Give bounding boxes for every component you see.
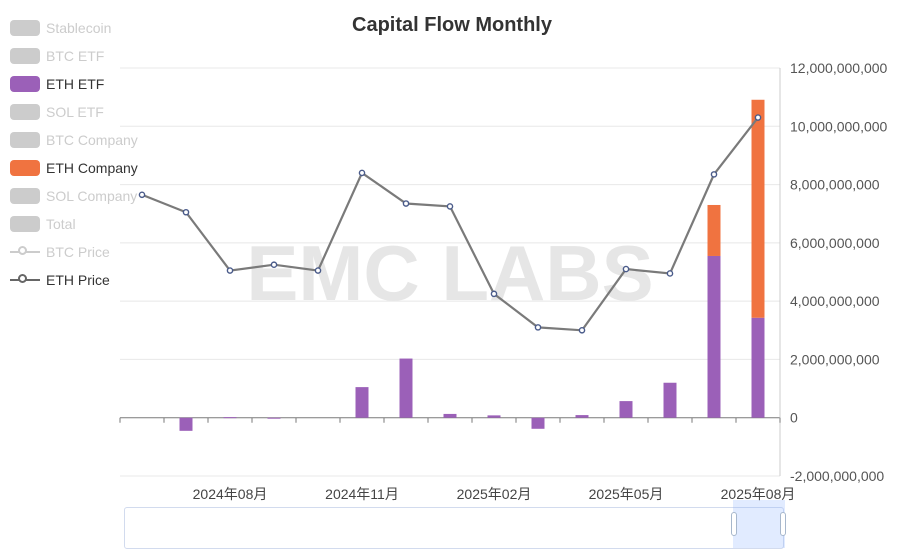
legend-swatch-icon bbox=[10, 216, 40, 232]
legend-swatch-icon bbox=[10, 132, 40, 148]
y-tick-label: 2,000,000,000 bbox=[790, 351, 880, 367]
price-point[interactable] bbox=[754, 114, 762, 121]
legend-item-eth-company[interactable]: ETH Company bbox=[10, 154, 170, 182]
y-tick-label: 10,000,000,000 bbox=[790, 118, 888, 134]
legend-label: ETH Price bbox=[46, 272, 110, 288]
data-zoom-slider[interactable] bbox=[124, 507, 784, 549]
legend: Stablecoin BTC ETF ETH ETF SOL ETF BTC Compa… bbox=[10, 14, 170, 294]
legend-item-total[interactable]: Total bbox=[10, 210, 170, 238]
legend-label: ETH Company bbox=[46, 160, 138, 176]
bar-eth-etf[interactable] bbox=[399, 358, 413, 418]
y-tick-label: 6,000,000,000 bbox=[790, 235, 880, 251]
legend-label: BTC Company bbox=[46, 132, 138, 148]
bar-eth-etf[interactable] bbox=[707, 255, 721, 418]
legend-line-icon bbox=[10, 244, 40, 260]
legend-item-eth-price[interactable]: ETH Price bbox=[10, 266, 170, 294]
bar-eth-etf[interactable] bbox=[487, 415, 501, 418]
legend-swatch-icon bbox=[10, 76, 40, 92]
bar-eth-etf[interactable] bbox=[619, 401, 633, 418]
legend-item-sol-etf[interactable]: SOL ETF bbox=[10, 98, 170, 126]
legend-item-btc-company[interactable]: BTC Company bbox=[10, 126, 170, 154]
legend-item-stablecoin[interactable]: Stablecoin bbox=[10, 14, 170, 42]
bar-eth-etf[interactable] bbox=[223, 417, 237, 419]
price-point[interactable] bbox=[182, 208, 190, 216]
price-point[interactable] bbox=[270, 261, 278, 269]
y-tick-label: 4,000,000,000 bbox=[790, 293, 880, 309]
x-tick-label: 2024年08月 bbox=[193, 486, 268, 502]
bar-eth-etf[interactable] bbox=[531, 417, 545, 429]
price-point[interactable] bbox=[402, 200, 410, 207]
data-zoom-window[interactable] bbox=[733, 500, 785, 548]
bar-eth-etf[interactable] bbox=[355, 387, 369, 418]
legend-item-sol-company[interactable]: SOL Company bbox=[10, 182, 170, 210]
price-point[interactable] bbox=[534, 324, 542, 331]
data-zoom-handle-right[interactable] bbox=[780, 512, 786, 536]
price-point[interactable] bbox=[446, 203, 454, 210]
legend-line-icon bbox=[10, 272, 40, 288]
x-tick-label: 2024年11月 bbox=[325, 486, 399, 502]
axis-layer: -2,000,000,000 0 2,000,000,000 4,000,000,00… bbox=[119, 60, 888, 502]
legend-label: ETH ETF bbox=[46, 76, 105, 92]
legend-label: SOL ETF bbox=[46, 104, 104, 120]
watermark-layer: EMC LABS bbox=[246, 229, 653, 317]
bar-eth-etf[interactable] bbox=[267, 417, 281, 419]
legend-swatch-icon bbox=[10, 48, 40, 64]
legend-swatch-icon bbox=[10, 104, 40, 120]
line-layer bbox=[138, 114, 762, 334]
legend-item-eth-etf[interactable]: ETH ETF bbox=[10, 70, 170, 98]
legend-label: Stablecoin bbox=[46, 20, 112, 36]
y-tick-label: 8,000,000,000 bbox=[790, 177, 880, 193]
price-point[interactable] bbox=[578, 326, 586, 334]
price-point[interactable] bbox=[138, 191, 146, 199]
price-point[interactable] bbox=[226, 267, 234, 274]
bar-layer bbox=[179, 99, 765, 431]
x-tick-label: 2025年02月 bbox=[457, 486, 532, 502]
bar-eth-company[interactable] bbox=[707, 204, 721, 256]
legend-swatch-icon bbox=[10, 20, 40, 36]
y-tick-label: 0 bbox=[790, 410, 798, 426]
legend-label: SOL Company bbox=[46, 188, 138, 204]
data-zoom-handle-left[interactable] bbox=[731, 512, 737, 536]
price-point[interactable] bbox=[314, 267, 322, 274]
bar-eth-etf[interactable] bbox=[575, 415, 589, 418]
legend-label: Total bbox=[46, 216, 76, 232]
legend-label: BTC Price bbox=[46, 244, 110, 260]
bar-eth-etf[interactable] bbox=[751, 317, 765, 418]
legend-swatch-icon bbox=[10, 160, 40, 176]
y-tick-label: -2,000,000,000 bbox=[790, 468, 884, 484]
price-point[interactable] bbox=[710, 171, 718, 178]
legend-swatch-icon bbox=[10, 188, 40, 204]
legend-item-btc-price[interactable]: BTC Price bbox=[10, 238, 170, 266]
bar-eth-etf[interactable] bbox=[179, 417, 193, 431]
legend-item-btc-etf[interactable]: BTC ETF bbox=[10, 42, 170, 70]
watermark-text: EMC LABS bbox=[246, 229, 653, 317]
x-tick-label: 2025年08月 bbox=[721, 486, 796, 502]
chart-title: Capital Flow Monthly bbox=[352, 14, 552, 36]
x-tick-label: 2025年05月 bbox=[589, 486, 664, 502]
price-point[interactable] bbox=[622, 265, 630, 273]
bar-eth-etf[interactable] bbox=[663, 382, 677, 418]
y-tick-label: 12,000,000,000 bbox=[790, 60, 888, 76]
bar-eth-etf[interactable] bbox=[443, 413, 457, 418]
price-point[interactable] bbox=[666, 270, 674, 277]
legend-label: BTC ETF bbox=[46, 48, 105, 64]
price-point[interactable] bbox=[358, 169, 366, 177]
bar-eth-company[interactable] bbox=[751, 99, 765, 318]
price-point[interactable] bbox=[490, 290, 498, 298]
